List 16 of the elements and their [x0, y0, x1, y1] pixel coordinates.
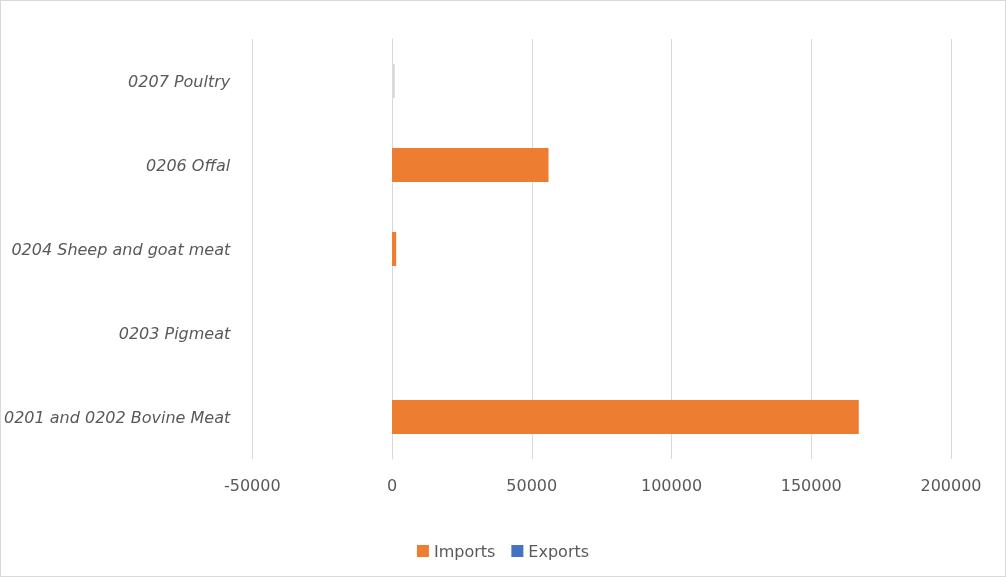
- bar: [392, 400, 859, 434]
- x-tick-label: 0: [386, 475, 398, 495]
- x-tick-label: 100000: [640, 475, 703, 495]
- x-tick-label: 150000: [780, 475, 842, 495]
- x-tick-label: 200000: [920, 475, 982, 495]
- y-tick-label: 0203 Pigmeat: [118, 323, 231, 343]
- legend-label: Exports: [528, 541, 590, 561]
- bar: [392, 148, 549, 182]
- x-tick-label: -50000: [223, 475, 281, 495]
- y-tick-label: 0204 Sheep and goat meat: [11, 239, 231, 259]
- bar: [392, 232, 397, 266]
- y-tick-label: 0206 Offal: [146, 155, 231, 175]
- legend-label: Imports: [433, 541, 496, 561]
- y-tick-label: 0207 Poultry: [128, 71, 231, 91]
- y-tick-label: 0201 and 0202 Bovine Meat: [3, 407, 231, 427]
- x-tick-label: 50000: [506, 475, 558, 495]
